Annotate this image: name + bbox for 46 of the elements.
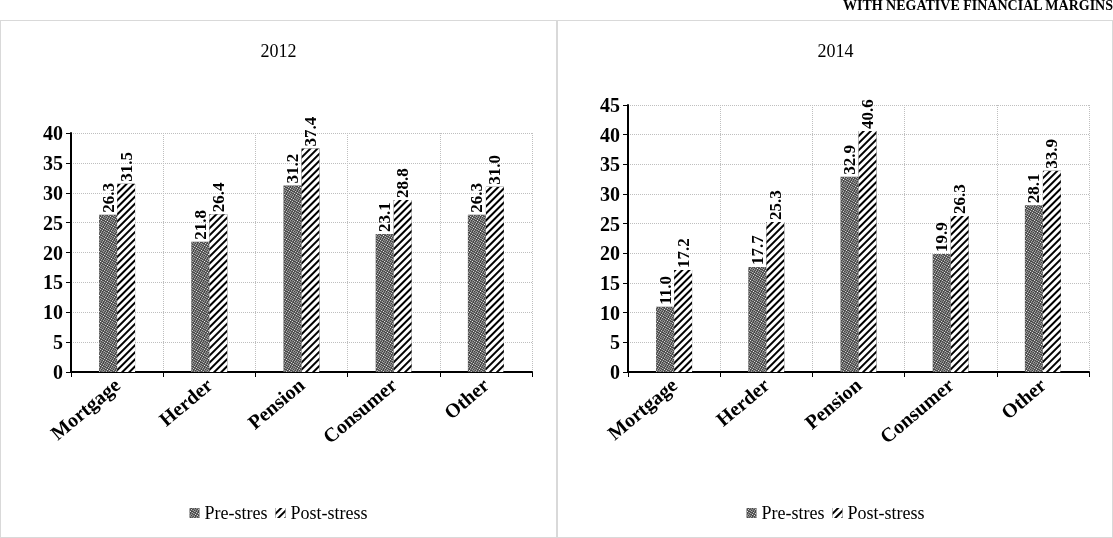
data-label: 17.2 <box>673 238 693 268</box>
data-label: 31.5 <box>116 152 136 182</box>
y-tick-label: 25 <box>599 212 620 235</box>
y-tick-label: 40 <box>43 122 63 144</box>
y-tick-label: 30 <box>43 181 63 204</box>
y-tick-label: 5 <box>53 331 63 354</box>
data-label: 26.3 <box>98 183 118 213</box>
text: WITH NEGATIVE FINANCIAL MARGINS <box>842 0 1113 14</box>
y-tick-label: 10 <box>43 301 63 324</box>
legend-label: Pre-stres <box>204 503 268 523</box>
data-label: 33.9 <box>1041 139 1061 169</box>
y-tick-label: 15 <box>599 272 620 294</box>
y-tick-label: 0 <box>609 361 620 383</box>
data-label: 31.0 <box>485 155 505 185</box>
data-label: 28.1 <box>1023 173 1043 204</box>
legend-label: Post-stress <box>846 503 924 523</box>
y-tick-label: 25 <box>43 211 63 234</box>
y-tick-label: 20 <box>43 241 63 264</box>
y-tick-label: 20 <box>599 242 620 265</box>
y-tick-label: 0 <box>53 361 63 383</box>
chart-title: 2014 <box>817 41 853 61</box>
data-label: 28.8 <box>393 168 413 198</box>
data-label: 26.4 <box>208 182 228 213</box>
y-tick-label: 5 <box>609 331 620 354</box>
y-tick-label: 15 <box>43 271 63 294</box>
data-label: 32.9 <box>839 145 859 175</box>
data-label: 25.3 <box>765 190 785 220</box>
data-label: 19.9 <box>931 222 951 252</box>
y-tick-label: 10 <box>599 301 620 324</box>
data-label: 21.8 <box>190 209 210 240</box>
data-label: 37.4 <box>301 116 320 147</box>
chart-title: 2012 <box>260 41 297 61</box>
data-label: 26.3 <box>467 183 487 213</box>
y-tick-label: 30 <box>599 183 620 205</box>
y-tick-label: 35 <box>43 151 63 174</box>
data-label: 40.6 <box>857 99 877 130</box>
data-label: 23.1 <box>375 202 395 232</box>
y-tick-label: 45 <box>599 94 620 116</box>
legend-label: Post-stress <box>290 503 368 523</box>
data-label: 31.2 <box>283 153 302 184</box>
y-tick-label: 35 <box>599 153 620 176</box>
data-label: 26.3 <box>949 184 969 214</box>
legend-label: Pre-stres <box>761 503 824 523</box>
data-label: 17.7 <box>747 234 767 265</box>
y-tick-label: 40 <box>599 123 620 146</box>
data-label: 11.0 <box>655 275 675 305</box>
